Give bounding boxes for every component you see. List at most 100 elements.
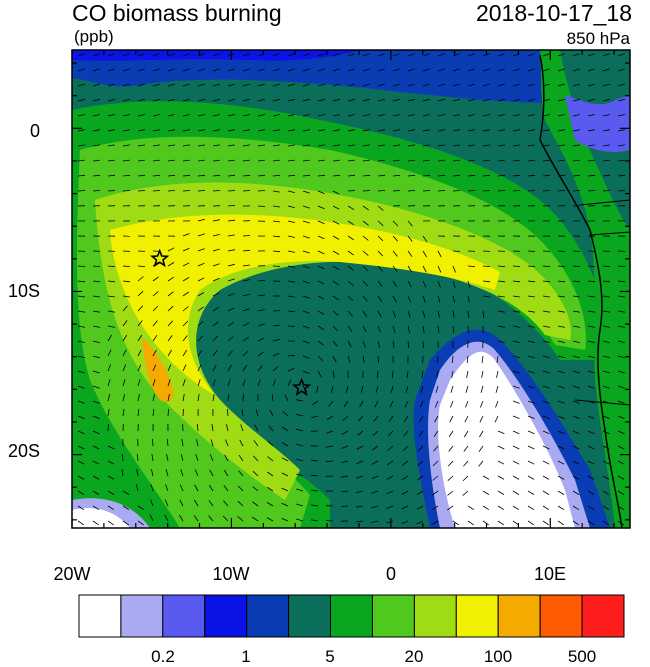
wind-barb [167, 190, 176, 192]
wind-barb [422, 83, 430, 87]
wind-barb [149, 514, 154, 522]
wind-barb [317, 174, 326, 177]
wind-barb [272, 205, 280, 208]
wind-barb [317, 98, 325, 102]
wind-barb [287, 98, 295, 102]
wind-barb [242, 364, 248, 372]
wind-barb [242, 68, 250, 72]
wind-barb [542, 265, 551, 267]
wind-barb [377, 205, 384, 211]
wind-barb [272, 114, 280, 117]
wind-barb [347, 340, 352, 348]
wind-barb [302, 174, 311, 177]
wind-barb [332, 265, 340, 271]
wind-barb [362, 83, 370, 87]
wind-barb [197, 68, 205, 72]
wind-barb [437, 265, 442, 273]
wind-barb [617, 355, 625, 359]
wind-barb [77, 129, 85, 132]
wind-barb [317, 325, 325, 331]
wind-barb [242, 83, 250, 87]
wind-barb [527, 310, 535, 313]
wind-barb [166, 438, 169, 447]
wind-barb [212, 379, 216, 387]
wind-barb [572, 415, 580, 419]
colorbar-swatch [413, 594, 457, 638]
wind-barb [92, 114, 100, 117]
wind-barb [345, 385, 349, 393]
wind-barb [512, 280, 521, 283]
wind-barb [347, 310, 353, 317]
wind-barb [302, 235, 310, 239]
wind-barb [208, 515, 214, 522]
wind-barb [212, 306, 220, 312]
wind-barb [482, 174, 491, 177]
wind-barb [107, 68, 115, 72]
wind-barb [77, 490, 85, 495]
wind-barb [392, 340, 395, 348]
wind-barb [137, 159, 145, 162]
wind-barb [527, 68, 535, 72]
wind-barb [497, 129, 505, 132]
wind-barb [257, 294, 265, 297]
wind-barb [362, 98, 370, 102]
wind-barb [212, 129, 220, 132]
wind-barb [281, 426, 289, 432]
wind-barb [482, 98, 490, 102]
wind-barb [557, 144, 565, 147]
wind-barb [527, 190, 536, 192]
wind-barb [227, 263, 235, 267]
wind-barb [462, 490, 469, 496]
wind-barb [152, 379, 156, 387]
wind-barb [617, 265, 626, 267]
wind-barb [242, 293, 250, 297]
wind-barb [572, 475, 580, 480]
wind-barb [377, 129, 385, 132]
wind-barb [407, 220, 413, 227]
wind-barb [311, 489, 319, 492]
wind-barb [167, 335, 173, 342]
wind-barb [257, 280, 266, 282]
wind-barb [512, 460, 520, 465]
wind-barb [512, 325, 520, 328]
wind-barb [197, 129, 205, 132]
wind-barb [527, 520, 535, 526]
wind-barb [482, 475, 490, 480]
wind-barb [257, 309, 265, 312]
wind-barb [281, 517, 289, 522]
wind-barb [227, 394, 230, 402]
wind-barb [416, 490, 424, 496]
colorbar-swatch [288, 594, 332, 638]
wind-barb [122, 144, 130, 147]
wind-barb [167, 53, 175, 57]
colorbar-tick-label: 5 [325, 647, 334, 666]
wind-barb [377, 144, 385, 147]
wind-barb [467, 83, 475, 87]
wind-barb [152, 394, 155, 402]
wind-barb [122, 305, 128, 312]
wind-barb [407, 98, 415, 102]
wind-barb [347, 295, 354, 302]
wind-barb [182, 98, 190, 102]
wind-barb [92, 415, 100, 419]
wind-barb [464, 415, 469, 423]
wind-barb [437, 310, 440, 318]
wind-barb [257, 351, 264, 357]
wind-barb [182, 83, 190, 87]
wind-barb [512, 475, 520, 480]
wind-barb [557, 174, 566, 177]
wind-barb [317, 83, 325, 87]
wind-barb [212, 174, 221, 177]
wind-barb [194, 484, 199, 492]
wind-barb [587, 340, 595, 343]
wind-barb [257, 190, 266, 192]
wind-barb [617, 98, 625, 102]
wind-barb [122, 190, 131, 192]
wind-barb [392, 174, 401, 177]
wind-barb [431, 520, 439, 525]
wind-barb [377, 340, 381, 348]
wind-barb [272, 250, 281, 253]
wind-barb [542, 310, 550, 313]
wind-barb [496, 355, 499, 363]
wind-barb [225, 439, 229, 447]
